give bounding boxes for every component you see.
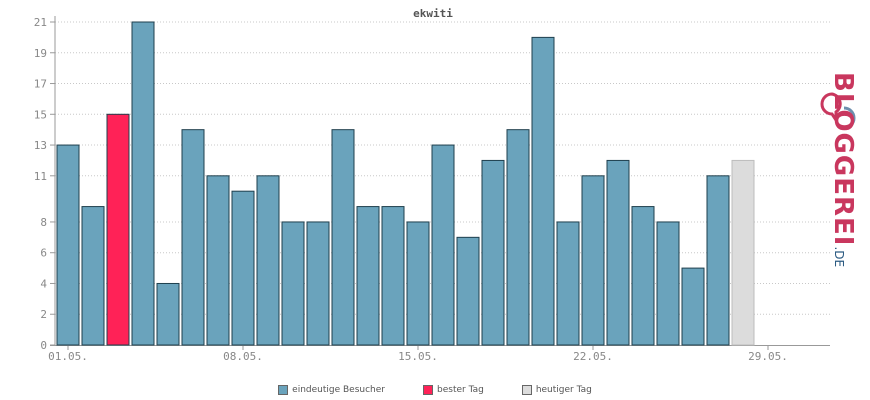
bar: [431, 144, 455, 346]
legend-swatch-today: [521, 385, 532, 395]
y-tick-label: 15: [34, 108, 47, 121]
x-axis: 01.05. 08.05. 15.05. 22.05. 29.05.: [48, 345, 830, 363]
x-tick-label: 22.05.: [573, 350, 613, 363]
bar: [456, 236, 480, 346]
y-tick-label: 11: [34, 170, 47, 183]
bar: [656, 221, 680, 346]
bar: [681, 267, 705, 346]
bar-today: [731, 159, 755, 346]
bar: [356, 206, 380, 346]
y-tick-label: 21: [34, 16, 47, 29]
bar: [331, 129, 355, 346]
legend-label-today: heutiger Tag: [535, 385, 592, 395]
bar: [306, 221, 330, 346]
bar: [81, 206, 105, 346]
y-tick-label: 13: [34, 139, 47, 152]
x-tick-label: 15.05.: [398, 350, 438, 363]
legend-label-best-day: bester Tag: [437, 385, 484, 395]
logo-main-text: BLOGGEREI: [828, 72, 858, 247]
y-axis: 0 2 4 6 8 11 13 15 17 19 21: [34, 16, 56, 352]
bloggerei-logo-icon: [820, 92, 856, 130]
bar: [556, 221, 580, 346]
legend-label-visitors: eindeutige Besucher: [292, 385, 385, 395]
legend-item-best-day: bester Tag: [423, 385, 484, 395]
y-tick-label: 6: [40, 247, 47, 260]
bar: [56, 144, 80, 346]
bar: [481, 159, 505, 346]
bar: [406, 221, 430, 346]
bar: [181, 129, 205, 346]
bar: [581, 175, 605, 346]
bar: [206, 175, 230, 346]
bar-best-day: [106, 113, 130, 346]
bar: [531, 36, 555, 346]
bar: [706, 175, 730, 346]
y-tick-label: 0: [40, 339, 47, 352]
bar: [156, 282, 180, 346]
bar: [131, 21, 155, 346]
bar: [256, 175, 280, 346]
bar: [231, 190, 255, 346]
bar: [506, 129, 530, 346]
legend-swatch-visitors: [278, 385, 289, 395]
bars: [56, 21, 755, 346]
y-tick-label: 17: [34, 78, 47, 91]
legend-item-today: heutiger Tag: [521, 385, 592, 395]
x-tick-label: 08.05.: [223, 350, 263, 363]
chart-legend: eindeutige Besucher bester Tag heutiger …: [0, 385, 870, 395]
bloggerei-logo-text: BLOGGEREI.DE: [828, 72, 858, 267]
y-tick-label: 8: [40, 216, 47, 229]
chart-title: ekwiti: [413, 7, 453, 20]
y-tick-label: 4: [40, 277, 47, 290]
bar: [606, 159, 630, 346]
bar: [281, 221, 305, 346]
y-tick-label: 2: [40, 308, 47, 321]
legend-item-visitors: eindeutige Besucher: [278, 385, 385, 395]
bar: [631, 206, 655, 346]
logo-suffix-text: .DE: [832, 246, 846, 268]
y-tick-label: 19: [34, 47, 47, 60]
x-tick-label: 01.05.: [48, 350, 88, 363]
bar: [381, 206, 405, 346]
x-tick-label: 29.05.: [748, 350, 788, 363]
legend-swatch-best-day: [423, 385, 433, 395]
